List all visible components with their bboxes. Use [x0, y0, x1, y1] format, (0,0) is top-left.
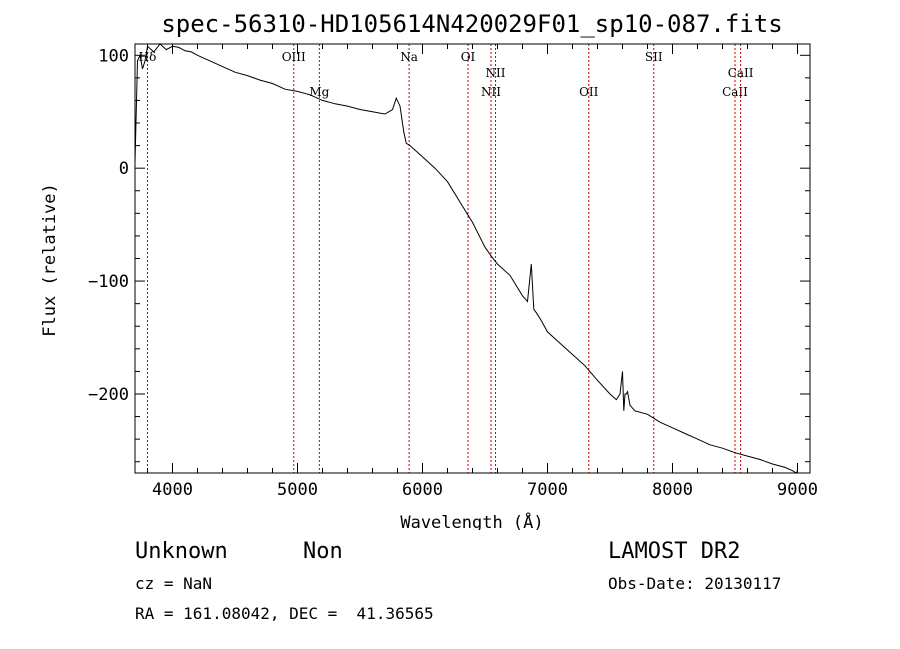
y-axis: 100 0 −100 −200 [88, 46, 810, 463]
x-tick-label: 9000 [777, 480, 818, 500]
marker-label: Na [400, 50, 418, 64]
object-class: Unknown [135, 539, 228, 564]
x-tick-label: 8000 [652, 480, 693, 500]
emission-line-markers: Hδ OIII Mg Na OI NII NII OII SII CaII CaII [139, 44, 754, 473]
chart-title: spec-56310-HD105614N420029F01_sp10-087.f… [161, 10, 782, 38]
y-tick-label: 0 [119, 159, 129, 179]
y-tick-label: −200 [88, 385, 129, 405]
coordinates-label: RA = 161.08042, DEC = 41.36565 [135, 604, 434, 623]
marker-label: OII [579, 85, 599, 99]
marker-label: Hδ [139, 50, 157, 64]
spectrum-chart: spec-56310-HD105614N420029F01_sp10-087.f… [40, 10, 818, 530]
plot-frame [134, 43, 811, 474]
y-axis-label: Flux (relative) [40, 183, 60, 337]
marker-label: SII [645, 50, 663, 64]
x-tick-label: 6000 [402, 480, 443, 500]
object-subclass: Non [303, 539, 343, 564]
y-tick-label: 100 [98, 46, 129, 66]
marker-label: CaII [728, 66, 754, 80]
marker-label: NII [486, 66, 506, 80]
marker-label: OI [461, 50, 476, 64]
marker-label: Mg [309, 85, 329, 99]
x-tick-label: 7000 [527, 480, 568, 500]
x-tick-label: 4000 [152, 480, 193, 500]
survey-label: LAMOST DR2 [608, 539, 741, 564]
marker-label: NII [481, 85, 501, 99]
y-tick-label: −100 [88, 272, 129, 292]
x-axis: 4000 5000 6000 7000 8000 9000 [147, 44, 818, 500]
x-tick-label: 5000 [277, 480, 318, 500]
marker-label: OIII [282, 50, 306, 64]
obs-date-label: Obs-Date: 20130117 [608, 574, 782, 593]
spectrum-line [134, 43, 798, 474]
marker-label: CaII [722, 85, 748, 99]
redshift-label: cz = NaN [135, 574, 213, 593]
x-axis-label: Wavelength (Å) [400, 511, 543, 530]
